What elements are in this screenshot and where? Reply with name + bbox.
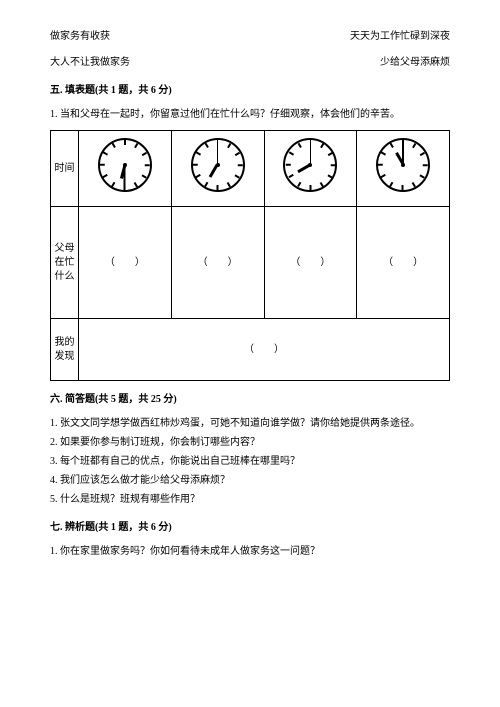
clock-cell-4: [357, 131, 450, 207]
clock-cell-2: [171, 131, 264, 207]
row-label-time: 时间: [51, 131, 79, 207]
table-row-discovery: 我的发现 （ ）: [51, 319, 450, 381]
clock-icon: [283, 138, 337, 192]
row-label-busy: 父母在忙什么: [51, 207, 79, 319]
row-label-discovery: 我的发现: [51, 319, 79, 381]
section-5-title: 五. 填表题(共 1 题，共 6 分): [50, 82, 450, 100]
section-5-question: 1. 当和父母在一起时，你留意过他们在忙什么吗？仔细观察，体会他们的辛苦。: [50, 106, 450, 124]
list-item: 5. 什么是班规？班规有哪些作用？: [50, 491, 450, 509]
pair-right: 少给父母添麻烦: [380, 54, 450, 72]
clock-icon: [376, 138, 430, 192]
table-row-busy: 父母在忙什么 （ ） （ ） （ ） （ ）: [51, 207, 450, 319]
list-item: 2. 如果要你参与制订班规，你会制订哪些内容？: [50, 434, 450, 452]
section-7-question: 1. 你在家里做家务吗？你如何看待未成年人做家务这一问题？: [50, 543, 450, 561]
clock-cell-1: [79, 131, 172, 207]
pair-left: 做家务有收获: [50, 28, 110, 46]
clock-icon: [191, 138, 245, 192]
section-6-list: 1. 张文文同学想学做西红柿炒鸡蛋，可她不知道向谁学做？请你给她提供两条途径。 …: [50, 415, 450, 509]
list-item: 1. 张文文同学想学做西红柿炒鸡蛋，可她不知道向谁学做？请你给她提供两条途径。: [50, 415, 450, 433]
discovery-blank: （ ）: [79, 319, 450, 381]
pair-left: 大人不让我做家务: [50, 54, 130, 72]
matching-pair-2: 大人不让我做家务 少给父母添麻烦: [50, 54, 450, 72]
table-row-time: 时间: [51, 131, 450, 207]
clock-cell-3: [264, 131, 357, 207]
clock-icon: [98, 138, 152, 192]
list-item: 4. 我们应该怎么做才能少给父母添麻烦？: [50, 472, 450, 490]
observation-table: 时间 父母在忙什么 （ ） （ ） （ ） （ ） 我的发现 （ ）: [50, 130, 450, 381]
list-item: 3. 每个班都有自己的优点，你能说出自己班棒在哪里吗？: [50, 453, 450, 471]
blank-cell: （ ）: [357, 207, 450, 319]
matching-pair-1: 做家务有收获 天天为工作忙碌到深夜: [50, 28, 450, 46]
blank-cell: （ ）: [171, 207, 264, 319]
blank-cell: （ ）: [79, 207, 172, 319]
section-7-title: 七. 辨析题(共 1 题，共 6 分): [50, 519, 450, 537]
blank-cell: （ ）: [264, 207, 357, 319]
section-6-title: 六. 简答题(共 5 题，共 25 分): [50, 391, 450, 409]
pair-right: 天天为工作忙碌到深夜: [350, 28, 450, 46]
